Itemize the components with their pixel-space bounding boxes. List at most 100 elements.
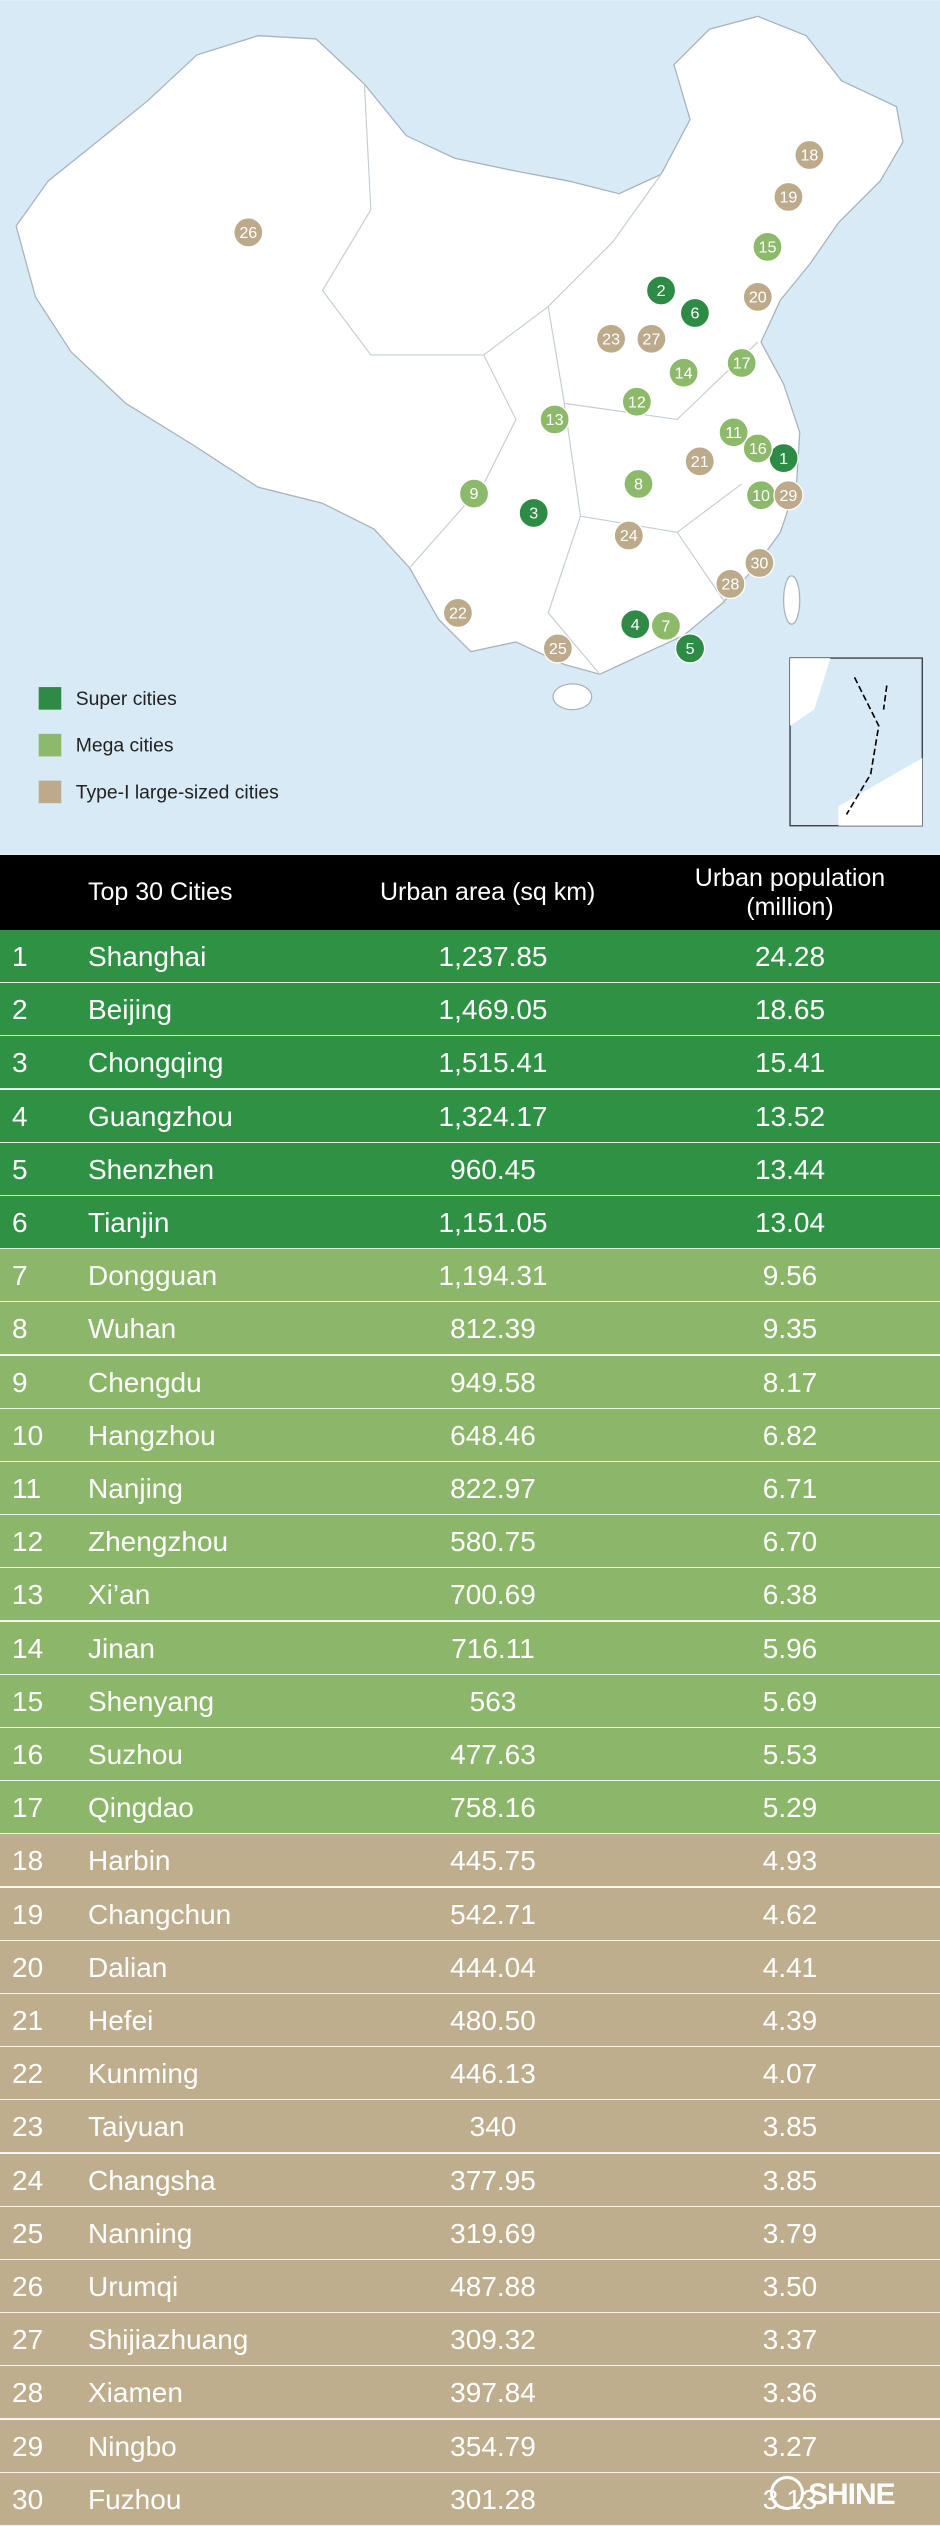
population-cell: 18.65 [754, 994, 826, 1026]
city-marker-label: 6 [690, 305, 699, 323]
table-row: 4 Guangzhou 1,324.17 13.52 [0, 1089, 940, 1143]
population-cell: 5.53 [762, 1739, 818, 1770]
table-row: 2 Beijing 1,469.05 18.65 [0, 983, 940, 1037]
area-cell: 949.58 [450, 1366, 536, 1398]
city-marker [621, 386, 653, 417]
table-row: 28 Xiamen 397.84 3.36 [0, 2366, 940, 2420]
table-row: 8 Wuhan 812.39 9.35 [0, 1302, 940, 1356]
city-cell: Suzhou [88, 1739, 183, 1770]
city-marker-label: 29 [779, 487, 797, 505]
city-marker-label: 11 [725, 424, 742, 442]
city-marker-label: 24 [620, 527, 638, 545]
table-row: 3 Chongqing 1,515.41 15.41 [0, 1036, 940, 1090]
area-cell: 487.88 [450, 2271, 536, 2302]
table-row: 19 Changchun 542.71 4.62 [0, 1887, 940, 1941]
table-row: 27 Shijiazhuang 309.32 3.37 [0, 2313, 940, 2367]
rank-cell: 2 [12, 994, 28, 1026]
area-cell: 397.84 [450, 2377, 536, 2409]
population-cell: 5.69 [762, 1685, 818, 1717]
rank-cell: 15 [12, 1685, 44, 1717]
city-cell: Dalian [88, 1951, 168, 1983]
city-cell: Shenyang [88, 1685, 215, 1717]
area-cell: 377.95 [450, 2164, 536, 2196]
rank-cell: 13 [12, 1579, 44, 1611]
city-marker-label: 19 [779, 189, 797, 207]
city-marker-label: 12 [628, 393, 646, 411]
population-cell: 3.79 [762, 2217, 818, 2249]
city-cell: Dongguan [88, 1260, 218, 1292]
city-cell: Harbin [88, 1845, 171, 1877]
city-marker [773, 480, 804, 511]
rank-cell: 29 [12, 2430, 44, 2462]
city-marker [650, 610, 682, 641]
rank-cell: 4 [12, 1100, 28, 1132]
area-cell: 446.13 [450, 2058, 536, 2090]
city-marker [595, 323, 627, 354]
legend-swatch [38, 780, 62, 804]
city-marker-label: 7 [661, 617, 670, 635]
city-cell: Taiyuan [88, 2111, 185, 2143]
rank-cell: 6 [12, 1207, 28, 1238]
city-cell: Zhengzhou [88, 1526, 229, 1558]
rank-cell: 24 [12, 2164, 44, 2196]
city-marker [715, 568, 746, 600]
city-marker-label: 17 [733, 355, 751, 373]
city-cell: Tianjin [88, 1207, 170, 1238]
city-marker [752, 231, 783, 263]
city-marker-label: 20 [749, 289, 767, 307]
city-cell: Fuzhou [88, 2483, 182, 2515]
city-marker-label: 14 [675, 364, 693, 382]
city-marker-label: 18 [800, 147, 818, 165]
population-cell: 13.52 [754, 1100, 826, 1132]
table-row: 15 Shenyang 563 5.69 [0, 1674, 940, 1728]
area-cell: 542.71 [450, 1898, 536, 1930]
inset-boundary [845, 677, 888, 815]
city-marker [726, 347, 757, 379]
table-row: 24 Changsha 377.95 3.85 [0, 2153, 940, 2207]
city-marker-label: 9 [470, 485, 479, 503]
area-cell: 445.75 [450, 1845, 536, 1877]
rank-cell: 7 [12, 1260, 28, 1292]
city-cell: Shanghai [88, 941, 207, 972]
city-marker [668, 357, 699, 388]
city-cell: Nanjing [88, 1473, 183, 1504]
header-cell: Top 30 Cities [88, 878, 233, 906]
city-cell: Urumqi [88, 2271, 179, 2302]
city-marker-label: 30 [750, 555, 768, 573]
city-marker [794, 139, 825, 171]
rank-cell: 26 [12, 2271, 44, 2302]
city-marker-label: 13 [546, 411, 564, 429]
legend-label: Type-I large-sized cities [76, 781, 279, 803]
rank-cell: 3 [12, 1047, 28, 1079]
area-cell: 319.69 [450, 2217, 536, 2249]
area-cell: 1,237.85 [438, 941, 548, 972]
population-cell: 6.38 [762, 1579, 818, 1611]
city-marker [613, 520, 644, 551]
city-marker-label: 28 [721, 576, 739, 594]
area-cell: 1,151.05 [438, 1207, 548, 1238]
legend-swatch [38, 733, 62, 757]
city-marker-label: 21 [691, 453, 709, 471]
city-marker [742, 433, 773, 464]
area-cell: 716.11 [451, 1632, 535, 1664]
rank-cell: 23 [12, 2111, 44, 2143]
city-marker-label: 15 [759, 239, 777, 257]
city-cell: Qingdao [88, 1792, 194, 1824]
table-row: 29 Ningbo 354.79 3.27 [0, 2419, 940, 2473]
table-row: 6 Tianjin 1,151.05 13.04 [0, 1196, 940, 1249]
city-marker-label: 8 [634, 476, 643, 494]
city-marker-label: 3 [529, 505, 538, 523]
city-marker-label: 4 [631, 616, 640, 634]
rank-cell: 11 [12, 1473, 42, 1504]
city-marker [718, 417, 749, 448]
city-marker [442, 597, 474, 629]
city-cell: Beijing [88, 994, 173, 1026]
city-marker-label: 10 [752, 487, 770, 505]
table-row: 17 Qingdao 758.16 5.29 [0, 1781, 940, 1835]
rank-cell: 21 [12, 2005, 44, 2036]
city-marker-label: 1 [779, 450, 788, 468]
population-cell: 13.44 [754, 1153, 826, 1185]
area-cell: 477.63 [450, 1739, 536, 1770]
rank-cell: 16 [12, 1739, 44, 1770]
